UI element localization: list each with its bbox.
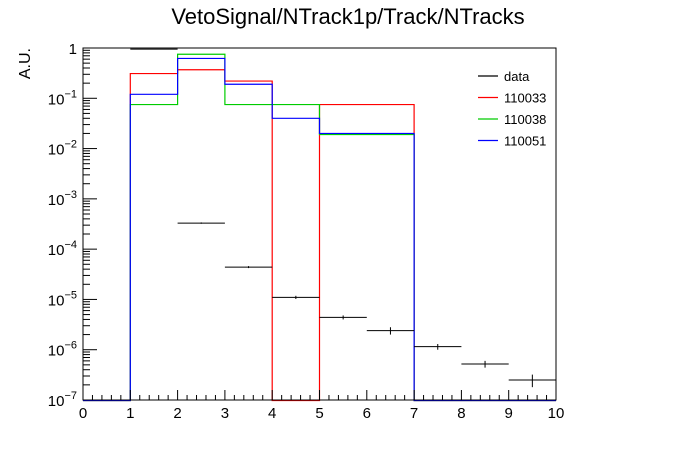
- x-tick-label: 7: [410, 405, 418, 422]
- x-tick-label: 8: [457, 405, 465, 422]
- x-tick-label: 1: [126, 405, 134, 422]
- chart-title: VetoSignal/NTrack1p/Track/NTracks: [171, 4, 524, 29]
- y-tick-label: 10−4: [48, 239, 77, 259]
- legend-label-110038: 110038: [504, 112, 546, 127]
- y-tick-label: 10−1: [48, 88, 77, 108]
- x-tick-label: 10: [548, 405, 565, 422]
- legend-label-110051: 110051: [504, 134, 546, 149]
- x-tick-label: 6: [363, 405, 371, 422]
- y-axis: 1 10−1 10−2 10−3 10−4 10−5 10−6 10−7: [48, 41, 97, 410]
- x-tick-label: 5: [315, 405, 323, 422]
- x-tick-label: 9: [505, 405, 513, 422]
- legend-label-110033: 110033: [504, 91, 546, 106]
- y-tick-label: 10−6: [48, 340, 77, 360]
- x-tick-label: 4: [268, 405, 276, 422]
- legend: data 110033 110038 110051: [478, 69, 546, 149]
- y-tick-label: 1: [69, 41, 77, 58]
- x-tick-label: 3: [221, 405, 229, 422]
- legend-label-data: data: [504, 69, 530, 84]
- x-tick-label: 2: [173, 405, 181, 422]
- y-tick-label: 10−7: [48, 390, 77, 410]
- x-tick-label: 0: [79, 405, 87, 422]
- plot-area: 0 1 2 3 4 5 6 7 8 9 10 1 10−1 10−2 10−3 10−4 10−5 10−6 10−…: [48, 41, 565, 422]
- x-axis: 0 1 2 3 4 5 6 7 8 9 10: [79, 390, 565, 422]
- series-data: [130, 48, 556, 388]
- y-axis-label: A.U.: [17, 48, 34, 79]
- y-tick-label: 10−3: [48, 189, 77, 209]
- y-tick-label: 10−2: [48, 139, 77, 159]
- y-tick-label: 10−5: [48, 289, 77, 309]
